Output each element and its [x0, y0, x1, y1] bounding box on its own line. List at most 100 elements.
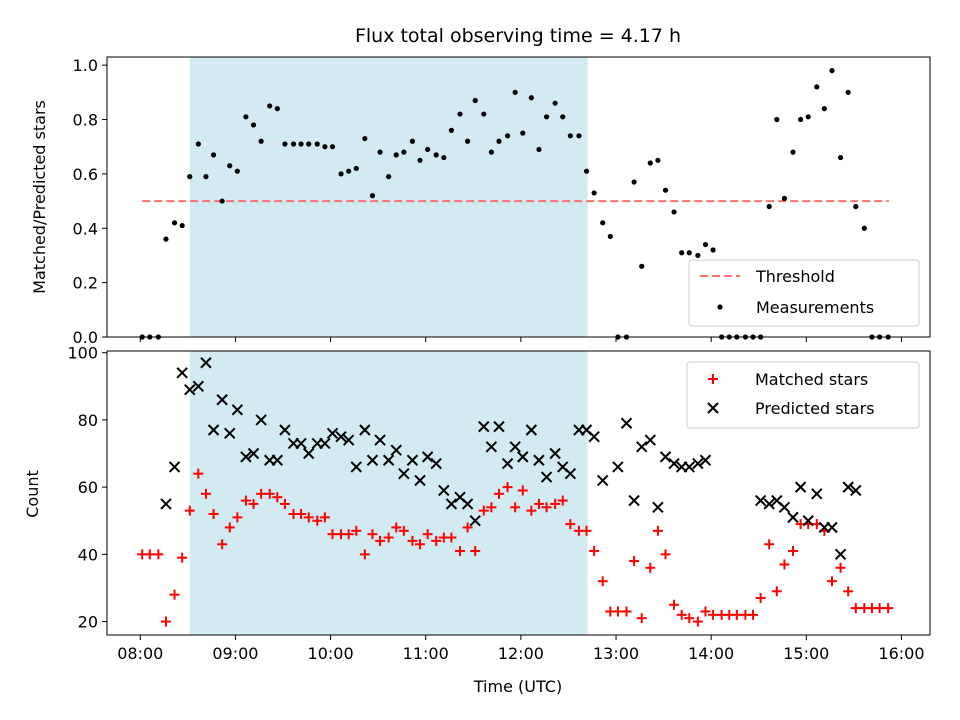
- measurement-point: [448, 127, 455, 133]
- matched-star-point: [708, 609, 719, 620]
- measurement-point: [401, 149, 407, 155]
- measurement-point: [845, 89, 851, 95]
- matched-star-point: [327, 529, 338, 540]
- y-tick-label: 60: [78, 478, 98, 497]
- matched-star-point: [144, 549, 155, 560]
- matched-star-point: [470, 545, 481, 556]
- predicted-star-point: [406, 454, 419, 466]
- predicted-star-point: [644, 434, 656, 446]
- predicted-star-point: [160, 498, 172, 510]
- predicted-star-point: [826, 521, 838, 534]
- measurement-point: [322, 144, 328, 150]
- measurement-point: [560, 114, 566, 120]
- measurement-point: [274, 106, 280, 112]
- measurement-point: [258, 138, 264, 144]
- matched-star-point: [208, 509, 219, 520]
- matched-star-point: [700, 606, 711, 617]
- measurement-point: [679, 250, 685, 256]
- measurement-point: [814, 84, 820, 90]
- measurement-point: [686, 250, 692, 256]
- x-tick-label: 12:00: [498, 644, 544, 663]
- matched-star-point: [748, 609, 759, 620]
- predicted-star-point: [588, 430, 600, 443]
- predicted-star-point: [636, 441, 648, 453]
- predicted-star-point: [683, 461, 695, 473]
- measurement-point: [504, 133, 511, 139]
- predicted-star-point: [478, 420, 490, 433]
- matched-star-point: [510, 502, 521, 513]
- predicted-star-point: [240, 451, 252, 463]
- panel-bottom: 20 40 60 80 100 08:00 09:00 10:00 11:00 12:00 13:…: [23, 344, 931, 696]
- matched-star-point: [764, 539, 775, 550]
- legend-predicted-swatch: [707, 402, 719, 414]
- measurement-point: [171, 220, 178, 226]
- predicted-star-point: [842, 481, 854, 493]
- measurement-point: [583, 168, 590, 174]
- predicted-star-point: [445, 498, 458, 510]
- measurement-point: [250, 122, 257, 128]
- measurement-point: [234, 168, 240, 174]
- matched-star-point: [224, 522, 235, 533]
- y-tick-label: 0.6: [73, 165, 98, 184]
- predicted-star-point: [207, 424, 220, 436]
- predicted-star-point: [438, 484, 450, 497]
- predicted-star-point: [787, 511, 799, 524]
- predicted-star-point: [652, 501, 664, 513]
- predicted-star-point: [342, 434, 355, 446]
- predicted-star-point: [692, 457, 704, 470]
- legend-measurements-label: Measurements: [756, 298, 874, 317]
- y-tick-label: 0.4: [73, 219, 98, 238]
- matched-star-point: [883, 603, 894, 614]
- matched-star-point: [550, 498, 561, 509]
- predicted-star-point: [501, 457, 514, 470]
- matched-star-point: [359, 549, 370, 560]
- matched-star-point: [589, 545, 600, 556]
- measurement-point: [496, 138, 502, 144]
- measurement-point: [528, 95, 534, 101]
- x-tick-label: 11:00: [403, 644, 449, 663]
- predicted-star-point: [540, 471, 553, 483]
- measurement-point: [576, 133, 582, 139]
- matched-star-point: [669, 599, 680, 610]
- matched-star-point: [422, 529, 433, 540]
- predicted-star-point: [366, 454, 379, 466]
- panel-bottom-frame: [106, 350, 931, 636]
- predicted-star-point: [517, 451, 529, 463]
- measurement-point: [267, 103, 273, 109]
- matched-star-point: [296, 509, 307, 520]
- measurement-point: [464, 138, 471, 144]
- measurement-point: [647, 160, 653, 166]
- predicted-star-point: [668, 457, 680, 470]
- matched-star-point: [541, 502, 552, 513]
- predicted-star-point: [319, 437, 331, 450]
- predicted-star-point: [533, 454, 545, 466]
- matched-star-point: [827, 576, 838, 587]
- matched-star-point: [383, 532, 394, 543]
- measurement-point: [417, 157, 423, 163]
- predicted-star-point: [763, 498, 775, 510]
- measurement-point: [195, 141, 201, 147]
- predicted-star-point: [359, 424, 371, 436]
- legend-matched-swatch: [708, 374, 718, 384]
- measurement-point: [837, 154, 844, 161]
- matched-star-point: [200, 488, 211, 499]
- measurement-point: [552, 100, 558, 106]
- matched-star-point: [771, 586, 782, 597]
- predicted-star-point: [564, 467, 577, 480]
- matched-star-point: [367, 529, 378, 540]
- matched-star-point: [312, 515, 323, 526]
- measurement-point: [346, 168, 352, 174]
- predicted-star-point: [382, 454, 395, 466]
- measurement-point: [441, 154, 447, 161]
- measurement-point: [710, 247, 716, 253]
- predicted-star-point: [271, 454, 284, 466]
- predicted-star-point: [778, 501, 791, 513]
- matched-star-point: [343, 529, 354, 540]
- y-tick-label: 0.2: [73, 274, 98, 293]
- measurement-point: [163, 236, 169, 242]
- measurement-point: [329, 144, 336, 150]
- measurement-point: [227, 163, 233, 169]
- predicted-star-point: [390, 444, 402, 456]
- measurement-point: [821, 106, 827, 112]
